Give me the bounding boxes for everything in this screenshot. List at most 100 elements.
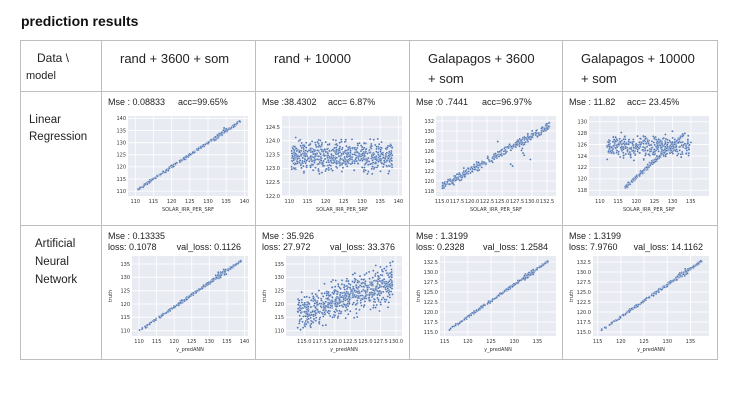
x-tick-label: 130 <box>357 199 367 205</box>
data-point <box>491 300 494 303</box>
data-point <box>655 141 659 145</box>
data-point <box>319 153 322 156</box>
data-point <box>372 279 376 282</box>
data-point <box>314 141 317 144</box>
data-point <box>448 183 452 186</box>
corner-data-label: Data \ <box>37 51 70 65</box>
loss-value: loss: 0.1078 <box>108 242 157 252</box>
data-point <box>630 307 633 310</box>
data-point <box>511 285 514 288</box>
data-point <box>166 310 170 314</box>
data-point <box>309 316 312 320</box>
data-point <box>390 156 393 160</box>
x-tick-label: 122.5 <box>343 339 357 345</box>
x-tick-label: 117.5 <box>312 339 326 345</box>
data-point <box>608 323 611 327</box>
data-point <box>449 327 452 330</box>
result-cell: Mse : 0.08833 acc=99.65% 110 115 120 125 130 1… <box>101 91 256 226</box>
data-point <box>343 155 346 159</box>
data-point <box>509 149 512 152</box>
data-point <box>458 179 461 182</box>
data-point <box>378 286 381 289</box>
data-point <box>480 166 483 169</box>
data-point <box>303 295 306 299</box>
y-tick-label: 127.5 <box>424 280 438 286</box>
data-point <box>371 159 374 162</box>
data-point <box>504 148 507 152</box>
data-point <box>138 328 141 332</box>
data-point <box>364 150 368 153</box>
corner-cell: Data \ model <box>20 40 102 92</box>
data-point <box>374 274 377 278</box>
data-point <box>692 265 695 268</box>
x-tick-label: 125 <box>187 339 197 345</box>
data-point <box>344 317 347 320</box>
data-point <box>353 281 356 284</box>
data-point <box>659 146 663 149</box>
x-tick-label: 125 <box>650 199 660 205</box>
data-point <box>625 185 628 188</box>
data-point <box>630 180 633 183</box>
data-point <box>623 143 627 146</box>
data-point <box>358 274 362 278</box>
data-point <box>215 276 218 279</box>
data-point <box>353 169 356 172</box>
data-point <box>290 165 293 168</box>
data-point <box>381 279 384 282</box>
y-tick-label: 130 <box>274 275 284 281</box>
data-point <box>628 150 631 154</box>
data-point <box>351 293 355 297</box>
data-point <box>367 156 370 160</box>
data-point <box>475 165 478 168</box>
data-point <box>369 308 372 311</box>
data-point <box>360 278 363 281</box>
data-point <box>512 282 516 285</box>
data-point <box>388 164 391 168</box>
acc-value: acc= 23.45% <box>627 97 680 107</box>
x-axis-label: SOLAR_IRR_PER_SRF <box>470 207 522 213</box>
data-point <box>348 302 351 305</box>
data-point <box>301 306 304 310</box>
data-point <box>301 326 305 329</box>
data-point <box>334 139 338 142</box>
data-point <box>534 131 537 135</box>
data-point <box>298 322 301 325</box>
data-point <box>217 271 220 274</box>
data-point <box>340 170 344 173</box>
data-point <box>664 145 667 149</box>
data-point <box>367 170 370 173</box>
data-point <box>345 279 348 283</box>
data-point <box>652 153 656 156</box>
data-point <box>334 157 337 161</box>
data-point <box>322 150 325 153</box>
data-point <box>529 273 532 277</box>
data-point <box>335 148 338 152</box>
data-point <box>313 304 316 307</box>
data-point <box>496 150 500 154</box>
results-table: Data \ model rand + 3600 + som rand + 10… <box>20 40 718 360</box>
data-point <box>520 149 523 152</box>
data-point <box>666 141 669 144</box>
data-point <box>346 308 349 311</box>
data-point <box>317 296 320 300</box>
data-point <box>219 271 223 275</box>
data-point <box>305 322 308 326</box>
data-point <box>304 325 307 328</box>
mse-value: Mse :38.4302 <box>262 97 317 107</box>
data-point <box>642 139 646 142</box>
val-loss-value: val_loss: 1.2584 <box>482 242 548 252</box>
data-point <box>363 146 366 149</box>
data-point <box>296 160 299 163</box>
x-tick-label: 115.0 <box>435 199 449 205</box>
data-point <box>368 148 371 152</box>
data-point <box>305 165 308 169</box>
data-point <box>526 132 530 135</box>
data-point <box>372 306 375 309</box>
data-point <box>387 154 390 157</box>
data-point <box>486 157 489 160</box>
data-point <box>161 314 164 317</box>
x-tick-label: 115 <box>303 199 313 205</box>
data-point <box>367 160 371 163</box>
y-tick-label: 135 <box>116 128 126 134</box>
data-point <box>345 306 348 309</box>
